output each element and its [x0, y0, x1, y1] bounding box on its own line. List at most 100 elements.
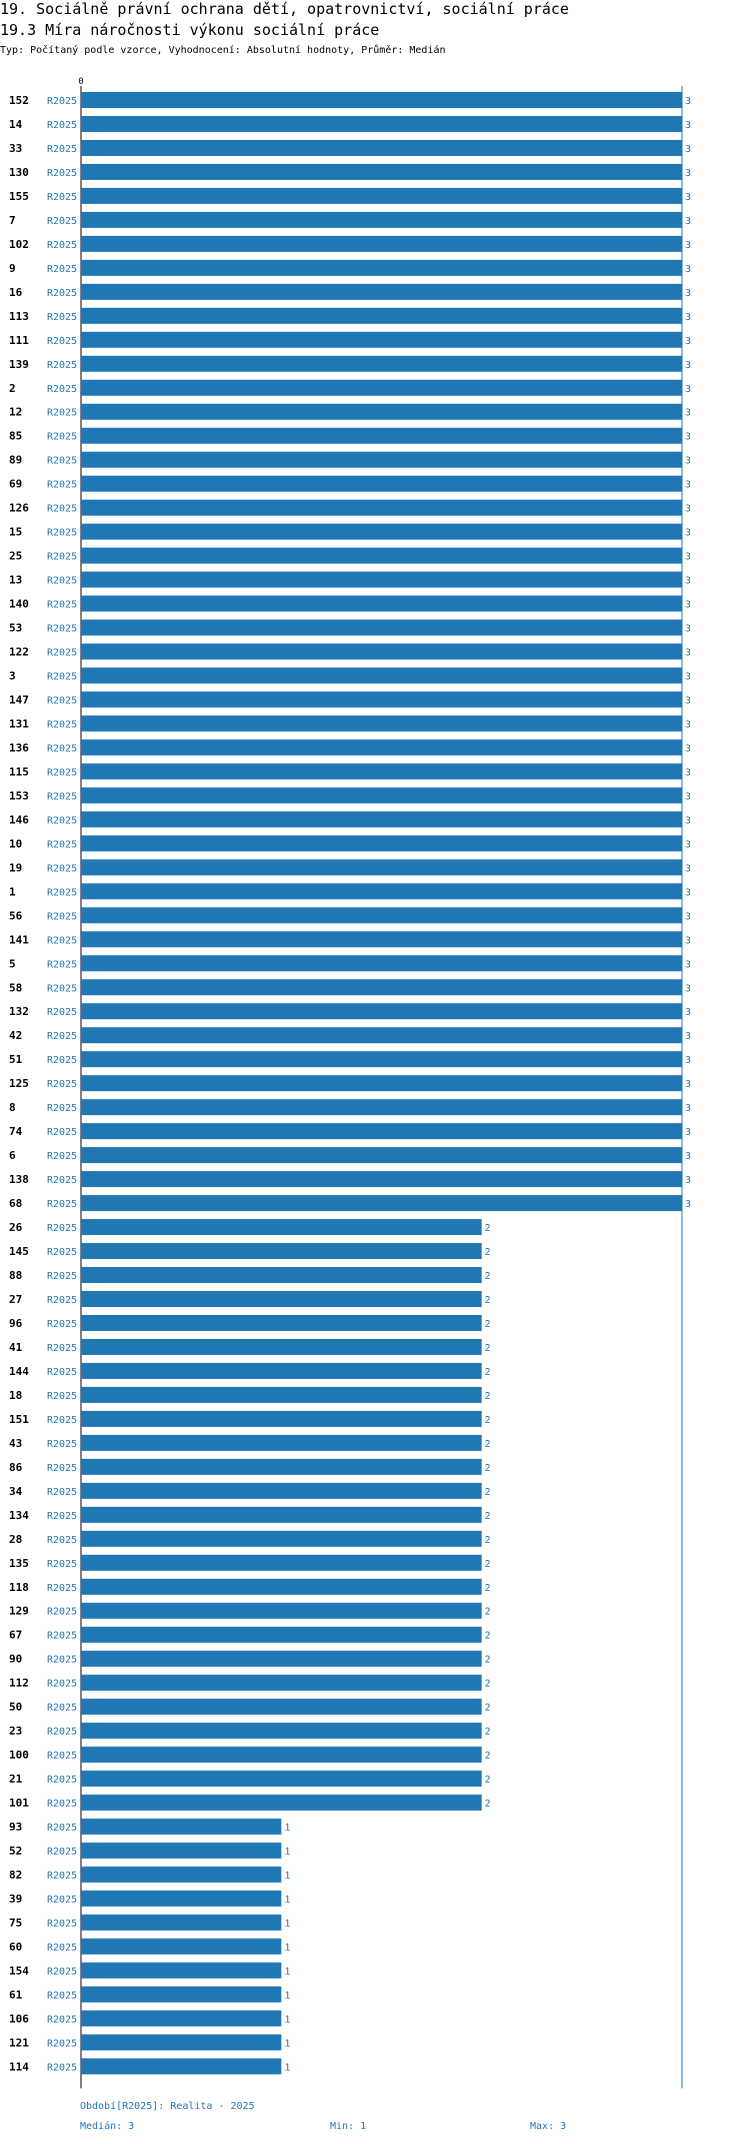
bar [81, 1914, 282, 1931]
series-label: R2025 [47, 192, 77, 203]
series-label: R2025 [47, 1655, 77, 1666]
bar [81, 211, 682, 228]
bar [81, 667, 682, 684]
value-label: 2 [485, 1295, 491, 1306]
bar [81, 1243, 482, 1260]
category-label: 13 [9, 574, 22, 587]
value-label: 3 [685, 288, 691, 299]
bar [81, 115, 682, 132]
value-label: 2 [485, 1511, 491, 1522]
value-label: 2 [485, 1655, 491, 1666]
bar [81, 451, 682, 468]
series-label: R2025 [47, 1966, 77, 1977]
bar [81, 763, 682, 780]
bar [81, 715, 682, 732]
category-label: 1 [9, 885, 16, 898]
category-label: 151 [9, 1413, 29, 1426]
series-label: R2025 [47, 1247, 77, 1258]
category-label: 7 [9, 214, 16, 227]
x-tick-label: 0 [78, 77, 83, 87]
bar [81, 787, 682, 804]
category-label: 27 [9, 1293, 22, 1306]
value-label: 3 [685, 456, 691, 467]
category-label: 152 [9, 94, 29, 107]
series-label: R2025 [47, 1727, 77, 1738]
series-label: R2025 [47, 1511, 77, 1522]
category-label: 3 [9, 670, 16, 683]
bar [81, 1698, 482, 1715]
category-label: 69 [9, 478, 22, 491]
value-label: 3 [685, 480, 691, 491]
value-label: 1 [284, 2014, 290, 2025]
category-label: 126 [9, 502, 29, 515]
bar [81, 1195, 682, 1212]
bar [81, 259, 682, 276]
series-label: R2025 [47, 384, 77, 395]
series-label: R2025 [47, 1775, 77, 1786]
category-label: 153 [9, 789, 29, 802]
category-label: 9 [9, 262, 16, 275]
value-label: 3 [685, 1151, 691, 1162]
bar [81, 2058, 282, 2075]
category-label: 96 [9, 1317, 23, 1330]
series-label: R2025 [47, 360, 77, 371]
series-label: R2025 [47, 1847, 77, 1858]
series-label: R2025 [47, 528, 77, 539]
value-label: 1 [284, 1966, 290, 1977]
bar [81, 955, 682, 972]
series-label: R2025 [47, 576, 77, 587]
series-label: R2025 [47, 264, 77, 275]
value-label: 2 [485, 1775, 491, 1786]
series-label: R2025 [47, 1439, 77, 1450]
bar [81, 139, 682, 156]
series-label: R2025 [47, 1271, 77, 1282]
series-label: R2025 [47, 168, 77, 179]
category-label: 75 [9, 1916, 22, 1929]
bar [81, 1075, 682, 1092]
series-label: R2025 [47, 743, 77, 754]
category-label: 28 [9, 1533, 22, 1546]
footer-max: Max: 3 [530, 2121, 567, 2132]
bar [81, 859, 682, 876]
value-label: 2 [485, 1343, 491, 1354]
category-label: 15 [9, 526, 22, 539]
category-label: 154 [9, 1964, 29, 1977]
series-label: R2025 [47, 1679, 77, 1690]
bar [81, 979, 682, 996]
value-label: 2 [485, 1271, 491, 1282]
series-label: R2025 [47, 1535, 77, 1546]
category-label: 42 [9, 1029, 22, 1042]
category-label: 68 [9, 1197, 22, 1210]
series-label: R2025 [47, 1103, 77, 1114]
category-label: 10 [9, 837, 22, 850]
category-label: 106 [9, 2012, 29, 2025]
category-label: 102 [9, 238, 29, 251]
bar [81, 1746, 482, 1763]
value-label: 3 [685, 911, 691, 922]
series-label: R2025 [47, 1990, 77, 2001]
series-label: R2025 [47, 480, 77, 491]
category-label: 86 [9, 1461, 23, 1474]
value-label: 2 [485, 1703, 491, 1714]
series-label: R2025 [47, 1799, 77, 1810]
value-label: 3 [685, 96, 691, 107]
category-label: 134 [9, 1509, 29, 1522]
series-label: R2025 [47, 1895, 77, 1906]
value-label: 3 [685, 839, 691, 850]
category-label: 101 [9, 1797, 29, 1810]
bar [81, 1554, 482, 1571]
value-label: 1 [284, 2038, 290, 2049]
series-label: R2025 [47, 1583, 77, 1594]
value-label: 2 [485, 1391, 491, 1402]
chart-subtitle: Typ: Počítaný podle vzorce, Vyhodnocení:… [0, 45, 446, 56]
bar [81, 283, 682, 300]
chart-title-main: 19. Sociálně právní ochrana dětí, opatro… [0, 0, 569, 18]
value-label: 3 [685, 1103, 691, 1114]
value-label: 1 [284, 1895, 290, 1906]
category-label: 19 [9, 861, 22, 874]
value-label: 3 [685, 887, 691, 898]
value-label: 3 [685, 552, 691, 563]
bar [81, 1794, 482, 1811]
value-label: 2 [485, 1439, 491, 1450]
